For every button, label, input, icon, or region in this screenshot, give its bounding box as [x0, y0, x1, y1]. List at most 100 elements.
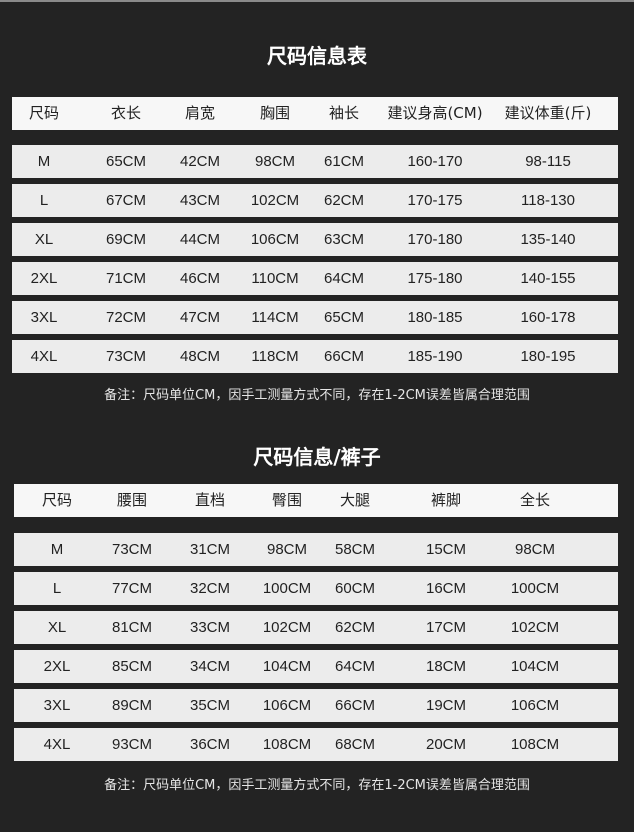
- table-cell: 3XL: [43, 697, 71, 714]
- tops-table-title: 尺码信息表: [267, 44, 367, 68]
- header-row: 尺码 衣长 肩宽 胸围 袖长 建议身高(CM) 建议体重(斤): [12, 97, 618, 130]
- column-header: 袖长: [328, 104, 360, 122]
- table-cell: 2XL: [43, 658, 71, 675]
- table-cell: 180-195: [520, 348, 576, 365]
- table-cell: 106CM: [510, 697, 560, 714]
- table-cell: 47CM: [179, 309, 221, 326]
- table-cell: 4XL: [43, 736, 71, 753]
- column-header: 裤脚: [430, 491, 462, 509]
- table-row: M 65CM 42CM 98CM 61CM 160-170 98-115: [12, 145, 618, 178]
- table-cell: 72CM: [105, 309, 147, 326]
- table-cell: M: [37, 153, 51, 170]
- table-cell: L: [39, 192, 49, 209]
- table-cell: 185-190: [407, 348, 463, 365]
- pants-table-title: 尺码信息/裤子: [253, 445, 381, 469]
- table-cell: 66CM: [334, 697, 376, 714]
- table-cell: 89CM: [111, 697, 153, 714]
- pants-note: 备注：尺码单位CM，因手工测量方式不同，存在1-2CM误差皆属合理范围: [104, 778, 530, 793]
- table-cell: 73CM: [105, 348, 147, 365]
- table-cell: 108CM: [510, 736, 560, 753]
- table-row: L 77CM 32CM 100CM 60CM 16CM 100CM: [14, 572, 618, 605]
- table-cell: 64CM: [323, 270, 365, 287]
- table-row: L 67CM 43CM 102CM 62CM 170-175 118-130: [12, 184, 618, 217]
- table-cell: 114CM: [251, 309, 299, 326]
- table-cell: 108CM: [262, 736, 312, 753]
- column-header: 尺码: [28, 104, 60, 122]
- table-cell: 36CM: [189, 736, 231, 753]
- table-cell: 62CM: [334, 619, 376, 636]
- column-header: 尺码: [41, 491, 73, 509]
- table-row: 3XL 72CM 47CM 114CM 65CM 180-185 160-178: [12, 301, 618, 334]
- table-cell: 106CM: [250, 231, 300, 248]
- table-cell: M: [50, 541, 64, 558]
- table-cell: 180-185: [407, 309, 463, 326]
- table-cell: 102CM: [250, 192, 300, 209]
- table-cell: 67CM: [105, 192, 147, 209]
- table-cell: 62CM: [323, 192, 365, 209]
- column-header: 大腿: [339, 491, 371, 509]
- table-cell: L: [52, 580, 62, 597]
- table-cell: 20CM: [425, 736, 467, 753]
- table-row: M 73CM 31CM 98CM 58CM 15CM 98CM: [14, 533, 618, 566]
- table-cell: 73CM: [111, 541, 153, 558]
- table-cell: 100CM: [510, 580, 560, 597]
- table-row: XL 69CM 44CM 106CM 63CM 170-180 135-140: [12, 223, 618, 256]
- column-header: 肩宽: [184, 104, 216, 122]
- column-header: 臀围: [271, 491, 303, 509]
- table-cell: 33CM: [189, 619, 231, 636]
- table-cell: 81CM: [111, 619, 153, 636]
- table-cell: 106CM: [262, 697, 312, 714]
- column-header: 全长: [519, 491, 551, 509]
- table-cell: 175-180: [407, 270, 463, 287]
- table-cell: 170-175: [407, 192, 463, 209]
- header-row: 尺码 腰围 直档 臀围 大腿 裤脚 全长: [14, 484, 618, 517]
- table-row: 3XL 89CM 35CM 106CM 66CM 19CM 106CM: [14, 689, 618, 722]
- table-cell: 4XL: [30, 348, 58, 365]
- column-header: 直档: [194, 491, 226, 509]
- table-cell: 170-180: [407, 231, 463, 248]
- tops-note: 备注：尺码单位CM，因手工测量方式不同，存在1-2CM误差皆属合理范围: [104, 388, 530, 403]
- table-cell: 66CM: [323, 348, 365, 365]
- column-header: 建议身高(CM): [387, 104, 483, 122]
- table-cell: 17CM: [425, 619, 467, 636]
- table-cell: 34CM: [189, 658, 231, 675]
- table-row: XL 81CM 33CM 102CM 62CM 17CM 102CM: [14, 611, 618, 644]
- table-cell: 32CM: [189, 580, 231, 597]
- table-cell: 98-115: [525, 153, 571, 170]
- table-cell: 65CM: [323, 309, 365, 326]
- table-row: 2XL 71CM 46CM 110CM 64CM 175-180 140-155: [12, 262, 618, 295]
- table-cell: 68CM: [334, 736, 376, 753]
- table-cell: 98CM: [514, 541, 556, 558]
- table-cell: 102CM: [510, 619, 560, 636]
- table-cell: 160-178: [520, 309, 576, 326]
- table-cell: 2XL: [30, 270, 58, 287]
- table-cell: 135-140: [520, 231, 576, 248]
- table-cell: 15CM: [425, 541, 467, 558]
- table-cell: 140-155: [520, 270, 576, 287]
- table-cell: 104CM: [262, 658, 312, 675]
- column-header: 衣长: [110, 104, 142, 122]
- table-cell: 104CM: [510, 658, 560, 675]
- table-cell: 98CM: [266, 541, 308, 558]
- table-cell: 61CM: [323, 153, 365, 170]
- table-cell: 46CM: [179, 270, 221, 287]
- table-cell: 98CM: [254, 153, 296, 170]
- table-row: 4XL 93CM 36CM 108CM 68CM 20CM 108CM: [14, 728, 618, 761]
- column-header: 胸围: [259, 104, 291, 122]
- table-cell: 110CM: [251, 270, 299, 287]
- table-cell: 19CM: [425, 697, 467, 714]
- table-cell: 77CM: [111, 580, 153, 597]
- table-cell: 69CM: [105, 231, 147, 248]
- column-header: 腰围: [116, 491, 148, 509]
- table-cell: 48CM: [179, 348, 221, 365]
- table-row: 4XL 73CM 48CM 118CM 66CM 185-190 180-195: [12, 340, 618, 373]
- table-cell: 160-170: [407, 153, 463, 170]
- table-cell: 44CM: [179, 231, 221, 248]
- table-cell: 35CM: [189, 697, 231, 714]
- table-cell: XL: [34, 231, 54, 248]
- table-cell: 93CM: [111, 736, 153, 753]
- column-header: 建议体重(斤): [504, 104, 592, 122]
- table-cell: 118CM: [251, 348, 299, 365]
- table-cell: 43CM: [179, 192, 221, 209]
